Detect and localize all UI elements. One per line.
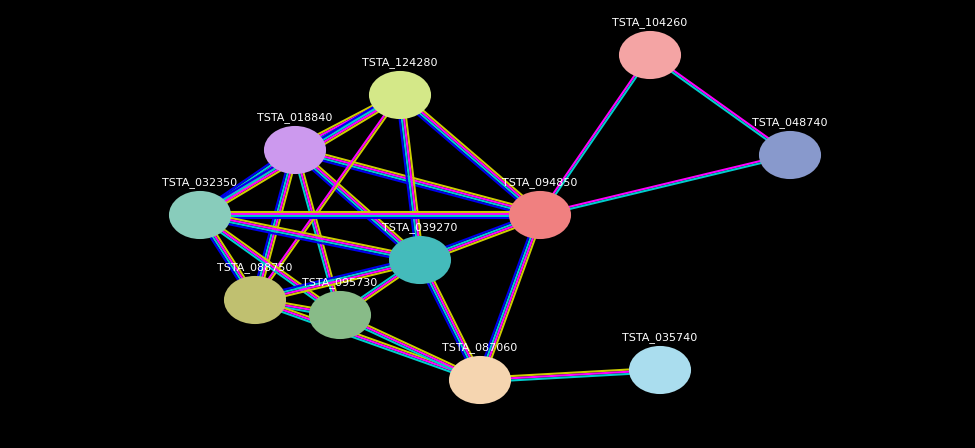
Ellipse shape: [390, 237, 450, 283]
Text: TSTA_032350: TSTA_032350: [163, 177, 238, 188]
Ellipse shape: [450, 357, 510, 403]
Text: TSTA_035740: TSTA_035740: [622, 332, 698, 343]
Text: TSTA_018840: TSTA_018840: [257, 112, 332, 123]
Ellipse shape: [370, 72, 430, 118]
Text: TSTA_124280: TSTA_124280: [363, 57, 438, 68]
Ellipse shape: [510, 192, 570, 238]
Text: TSTA_104260: TSTA_104260: [612, 17, 687, 28]
Ellipse shape: [265, 127, 325, 173]
Ellipse shape: [170, 192, 230, 238]
Text: TSTA_048740: TSTA_048740: [753, 117, 828, 128]
Text: TSTA_094850: TSTA_094850: [502, 177, 577, 188]
Text: TSTA_087060: TSTA_087060: [443, 342, 518, 353]
Ellipse shape: [310, 292, 370, 338]
Ellipse shape: [620, 32, 680, 78]
Ellipse shape: [630, 347, 690, 393]
Ellipse shape: [760, 132, 820, 178]
Text: TSTA_039270: TSTA_039270: [382, 222, 457, 233]
Ellipse shape: [225, 277, 285, 323]
Text: TSTA_095730: TSTA_095730: [302, 277, 377, 288]
Text: TSTA_088750: TSTA_088750: [217, 262, 292, 273]
